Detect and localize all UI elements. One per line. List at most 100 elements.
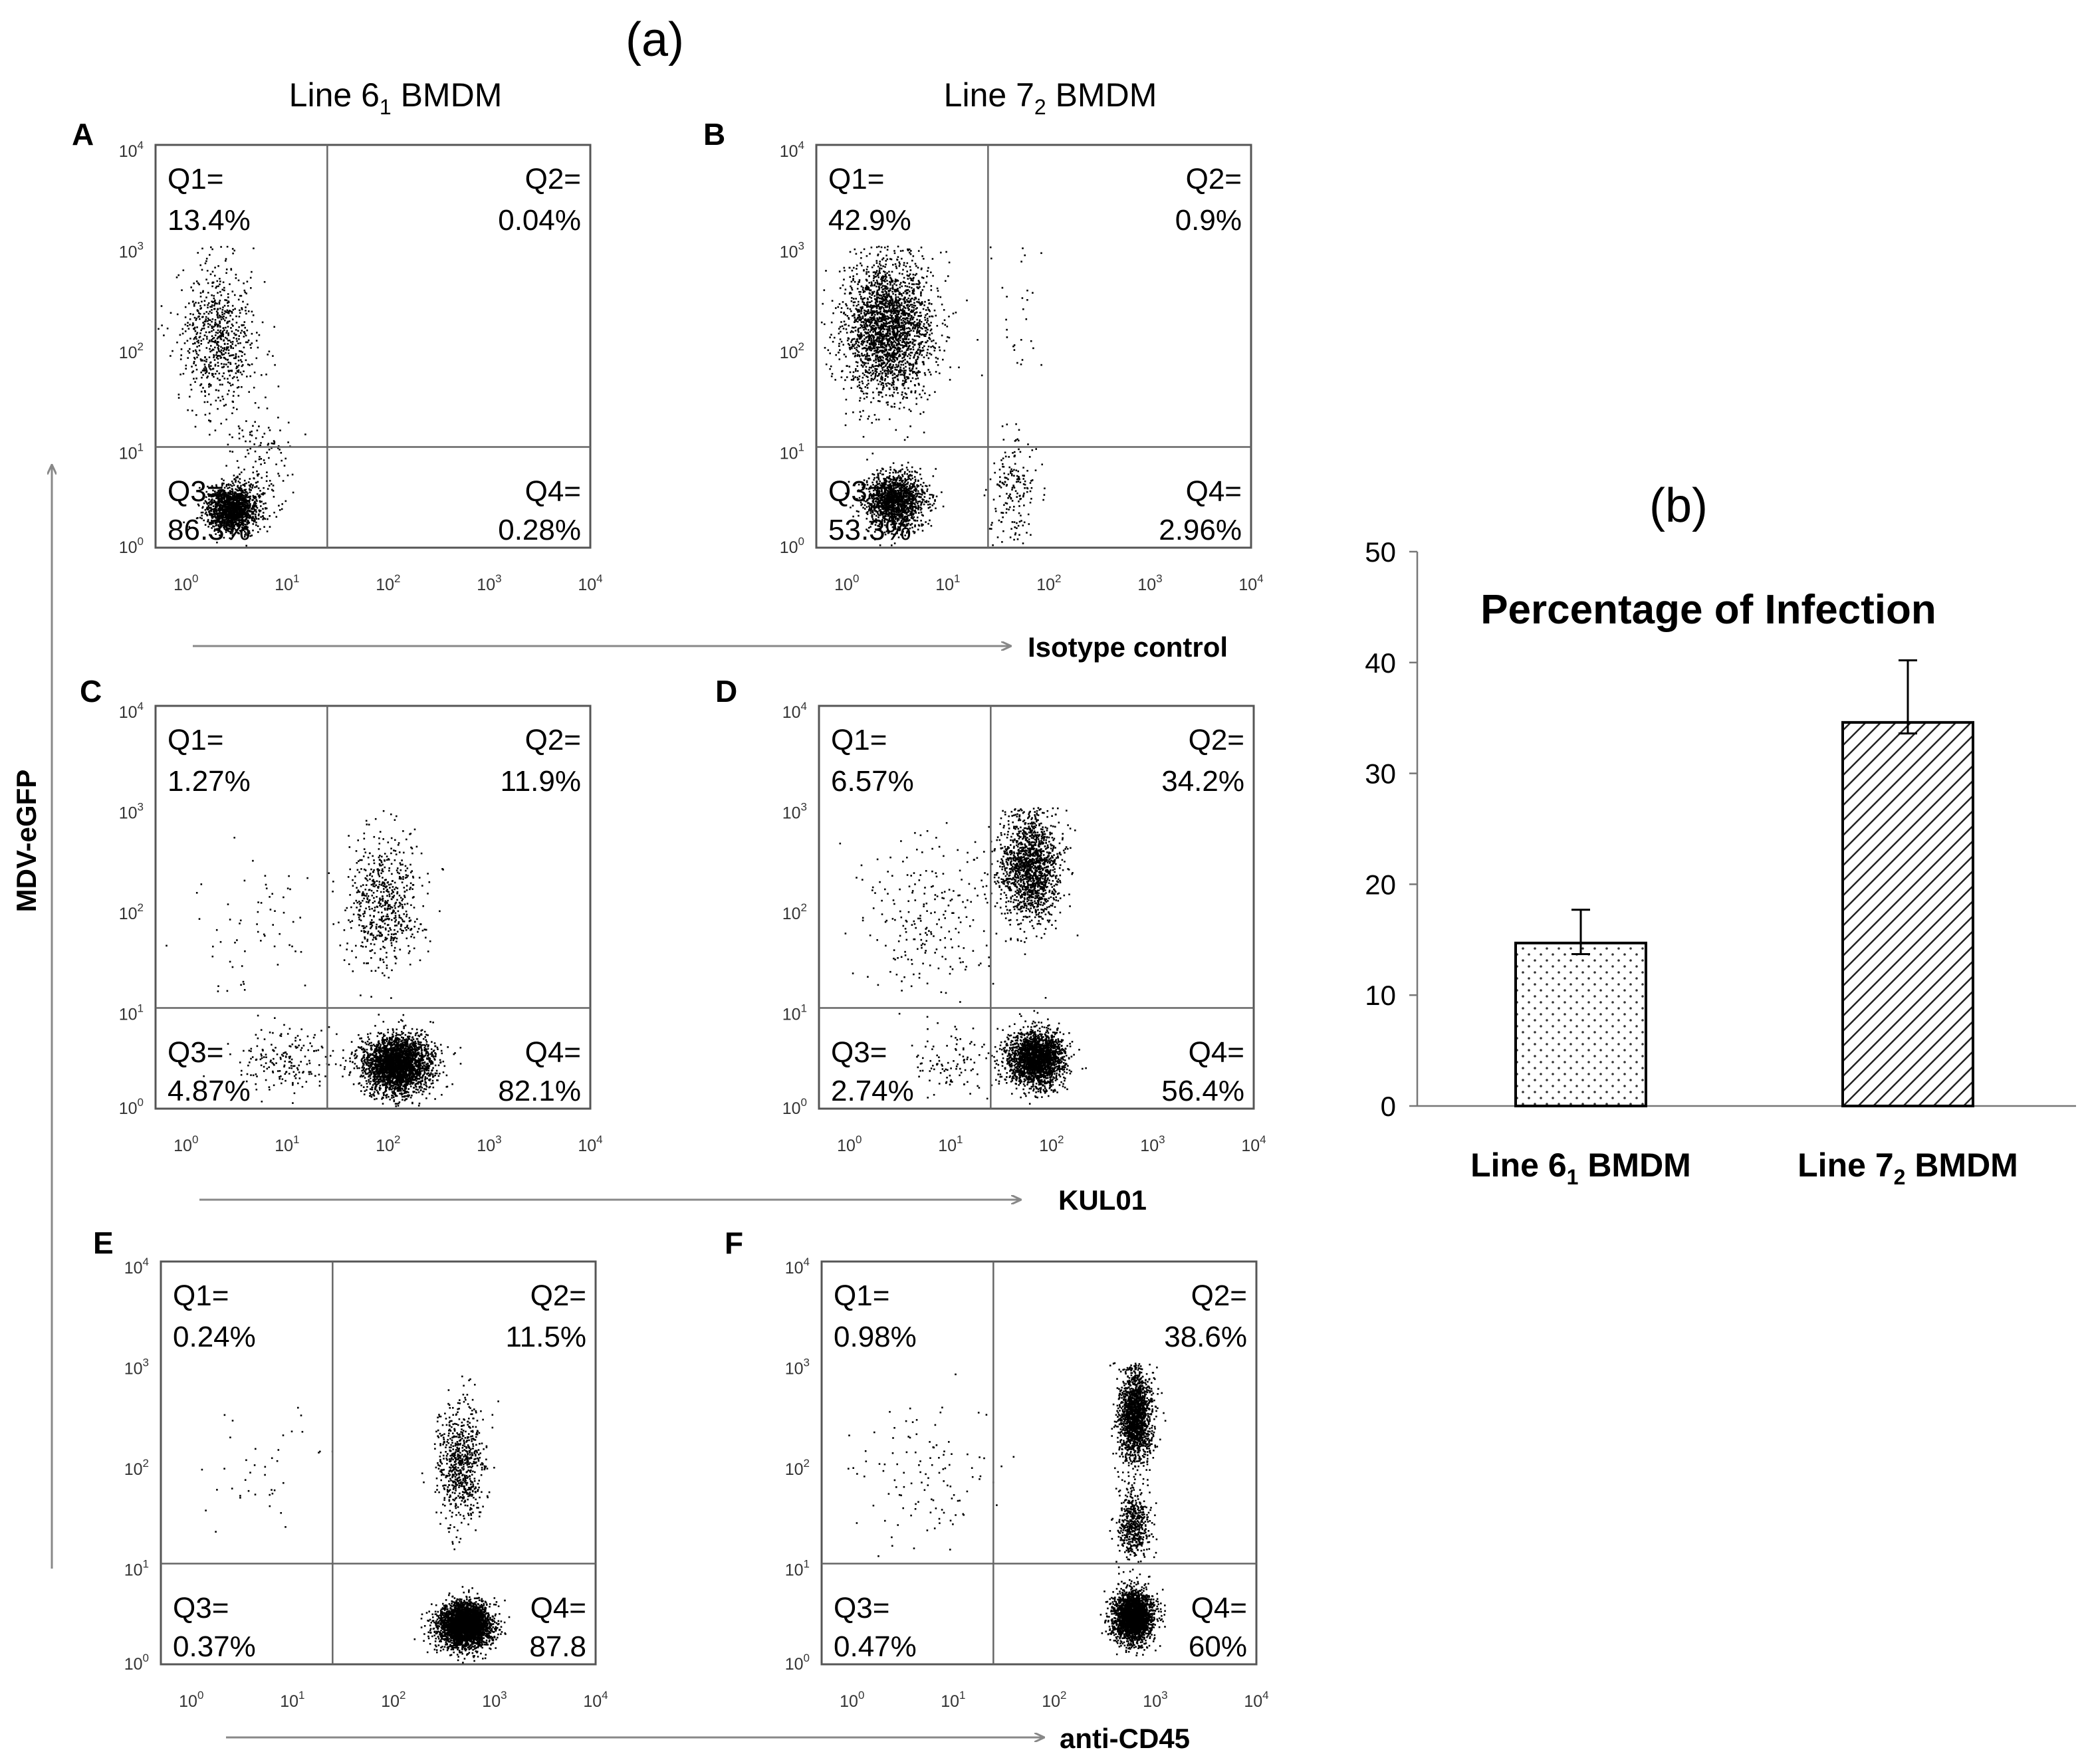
panel-A-event-2214 <box>255 482 257 484</box>
panel-A-event-2316 <box>245 441 247 443</box>
panel-B-event-1302 <box>903 493 905 495</box>
panel-B-event-987 <box>915 479 917 481</box>
panel-A-event-1799 <box>251 333 253 335</box>
panel-A-event-2118 <box>217 347 219 349</box>
panel-A-event-1348 <box>255 496 257 498</box>
panel-A-event-1824 <box>224 378 226 380</box>
panel-A-event-935 <box>248 481 250 483</box>
panel-A-event-1613 <box>227 296 229 298</box>
panel-B-event-785 <box>925 501 927 503</box>
panel-B-event-2359 <box>903 292 905 294</box>
panel-A-event-2076 <box>222 331 224 333</box>
panel-A-event-2171 <box>207 292 209 294</box>
panel-A-event-856 <box>241 490 243 492</box>
panel-A-event-1975 <box>211 300 213 302</box>
panel-A-event-1776 <box>221 294 223 296</box>
panel-B-event-2100 <box>895 284 897 286</box>
panel-B-event-2023 <box>863 436 865 438</box>
panel-A-event-1442 <box>239 488 241 490</box>
panel-B-event-1006 <box>929 506 931 508</box>
panel-A-event-1699 <box>232 290 234 292</box>
panel-A-event-1986 <box>210 385 212 387</box>
panel-B-event-2011 <box>924 393 926 395</box>
panel-A-event-1976 <box>231 346 233 348</box>
panel-A-event-1476 <box>233 506 235 508</box>
panel-A-event-1696 <box>204 390 206 392</box>
panel-B-event-1507 <box>903 511 905 513</box>
panel-B-event-24 <box>927 504 929 506</box>
panel-B-event-2419 <box>858 281 860 283</box>
panel-A-event-1884 <box>185 368 187 370</box>
panel-A-event-1484 <box>218 510 220 512</box>
panel-B-event-2469 <box>865 310 867 312</box>
panel-A-event-1663 <box>203 360 205 362</box>
panel-A-event-1907 <box>210 345 212 347</box>
panel-B-event-1891 <box>892 378 894 380</box>
panel-B-event-2388 <box>899 286 901 288</box>
panel-B-event-694 <box>920 484 922 486</box>
panel-A-event-2224 <box>252 485 254 487</box>
panel-B-event-471 <box>910 483 912 485</box>
panel-A-event-2106 <box>202 370 204 372</box>
panel-B-event-1222 <box>921 498 923 500</box>
panel-A-event-2054 <box>231 354 233 356</box>
panel-A-event-2317 <box>257 475 259 477</box>
panel-A-event-1149 <box>235 489 237 491</box>
panel-B-event-1159 <box>908 496 910 498</box>
panel-A-event-1853 <box>240 332 242 334</box>
panel-A-event-1217 <box>243 491 245 493</box>
panel-B-event-1439 <box>905 489 907 491</box>
panel-A-event-2185 <box>219 336 221 338</box>
panel-A-event-1084 <box>247 504 249 506</box>
panel-A-event-1519 <box>215 322 217 324</box>
panel-B-event-1506 <box>873 508 875 510</box>
panel-B-event-2336 <box>868 369 870 371</box>
panel-B-event-2002 <box>841 307 843 309</box>
panel-B-event-2073 <box>884 247 886 249</box>
panel-B-event-2125 <box>885 349 887 351</box>
panel-B-event-886 <box>909 471 911 473</box>
panel-B-event-2153 <box>923 364 925 366</box>
panel-B-event-1369 <box>895 485 897 487</box>
panel-A-event-1972 <box>201 360 203 362</box>
panel-A-event-101 <box>256 518 258 520</box>
panel-A-event-2087 <box>199 350 201 352</box>
panel-B-event-2120 <box>851 281 853 283</box>
panel-A-event-2101 <box>223 366 225 368</box>
panel-A-event-2112 <box>211 294 213 296</box>
panel-A-event-1624 <box>217 362 219 364</box>
panel-B-event-1547 <box>907 476 909 478</box>
panel-B-event-2533 <box>912 318 914 320</box>
panel-B-event-2356 <box>892 395 894 397</box>
panel-A-event-1911 <box>191 366 193 368</box>
panel-A-event-2005 <box>214 347 216 349</box>
panel-A-event-1709 <box>209 311 211 313</box>
panel-A-event-1520 <box>202 374 204 376</box>
panel-B-event-2290 <box>860 358 862 360</box>
panel-A-event-1591 <box>190 384 192 386</box>
panel-B-event-1580 <box>911 509 913 511</box>
panel-B-event-2311 <box>851 300 853 302</box>
panel-B-event-2528 <box>875 373 877 375</box>
panel-B-event-2450 <box>922 347 924 349</box>
panel-B-event-1538 <box>895 491 897 493</box>
panel-B-event-2365 <box>949 262 951 264</box>
panel-A-event-1619 <box>189 338 191 340</box>
panel-A-event-2295 <box>243 436 245 438</box>
panel-B-event-1879 <box>925 334 927 336</box>
figure-label-b: (b) <box>1649 479 1708 532</box>
panel-A-event-1742 <box>236 377 238 379</box>
panel-A-event-1509 <box>204 395 206 397</box>
panel-A-event-1408 <box>243 504 245 506</box>
panel-B-event-2214 <box>871 293 873 295</box>
panel-A-event-1568 <box>211 340 213 342</box>
panel-B-event-1744 <box>899 402 901 404</box>
panel-A-event-1543 <box>235 372 237 374</box>
panel-A-event-1298 <box>234 493 236 495</box>
panel-A-event-2182 <box>204 304 206 306</box>
panel-B-event-1777 <box>900 282 902 284</box>
panel-B-event-1455 <box>903 500 905 502</box>
panel-B-event-1156 <box>880 470 882 472</box>
column-title-line-6-rest: BMDM <box>392 76 503 114</box>
panel-B-event-2363 <box>840 338 842 340</box>
